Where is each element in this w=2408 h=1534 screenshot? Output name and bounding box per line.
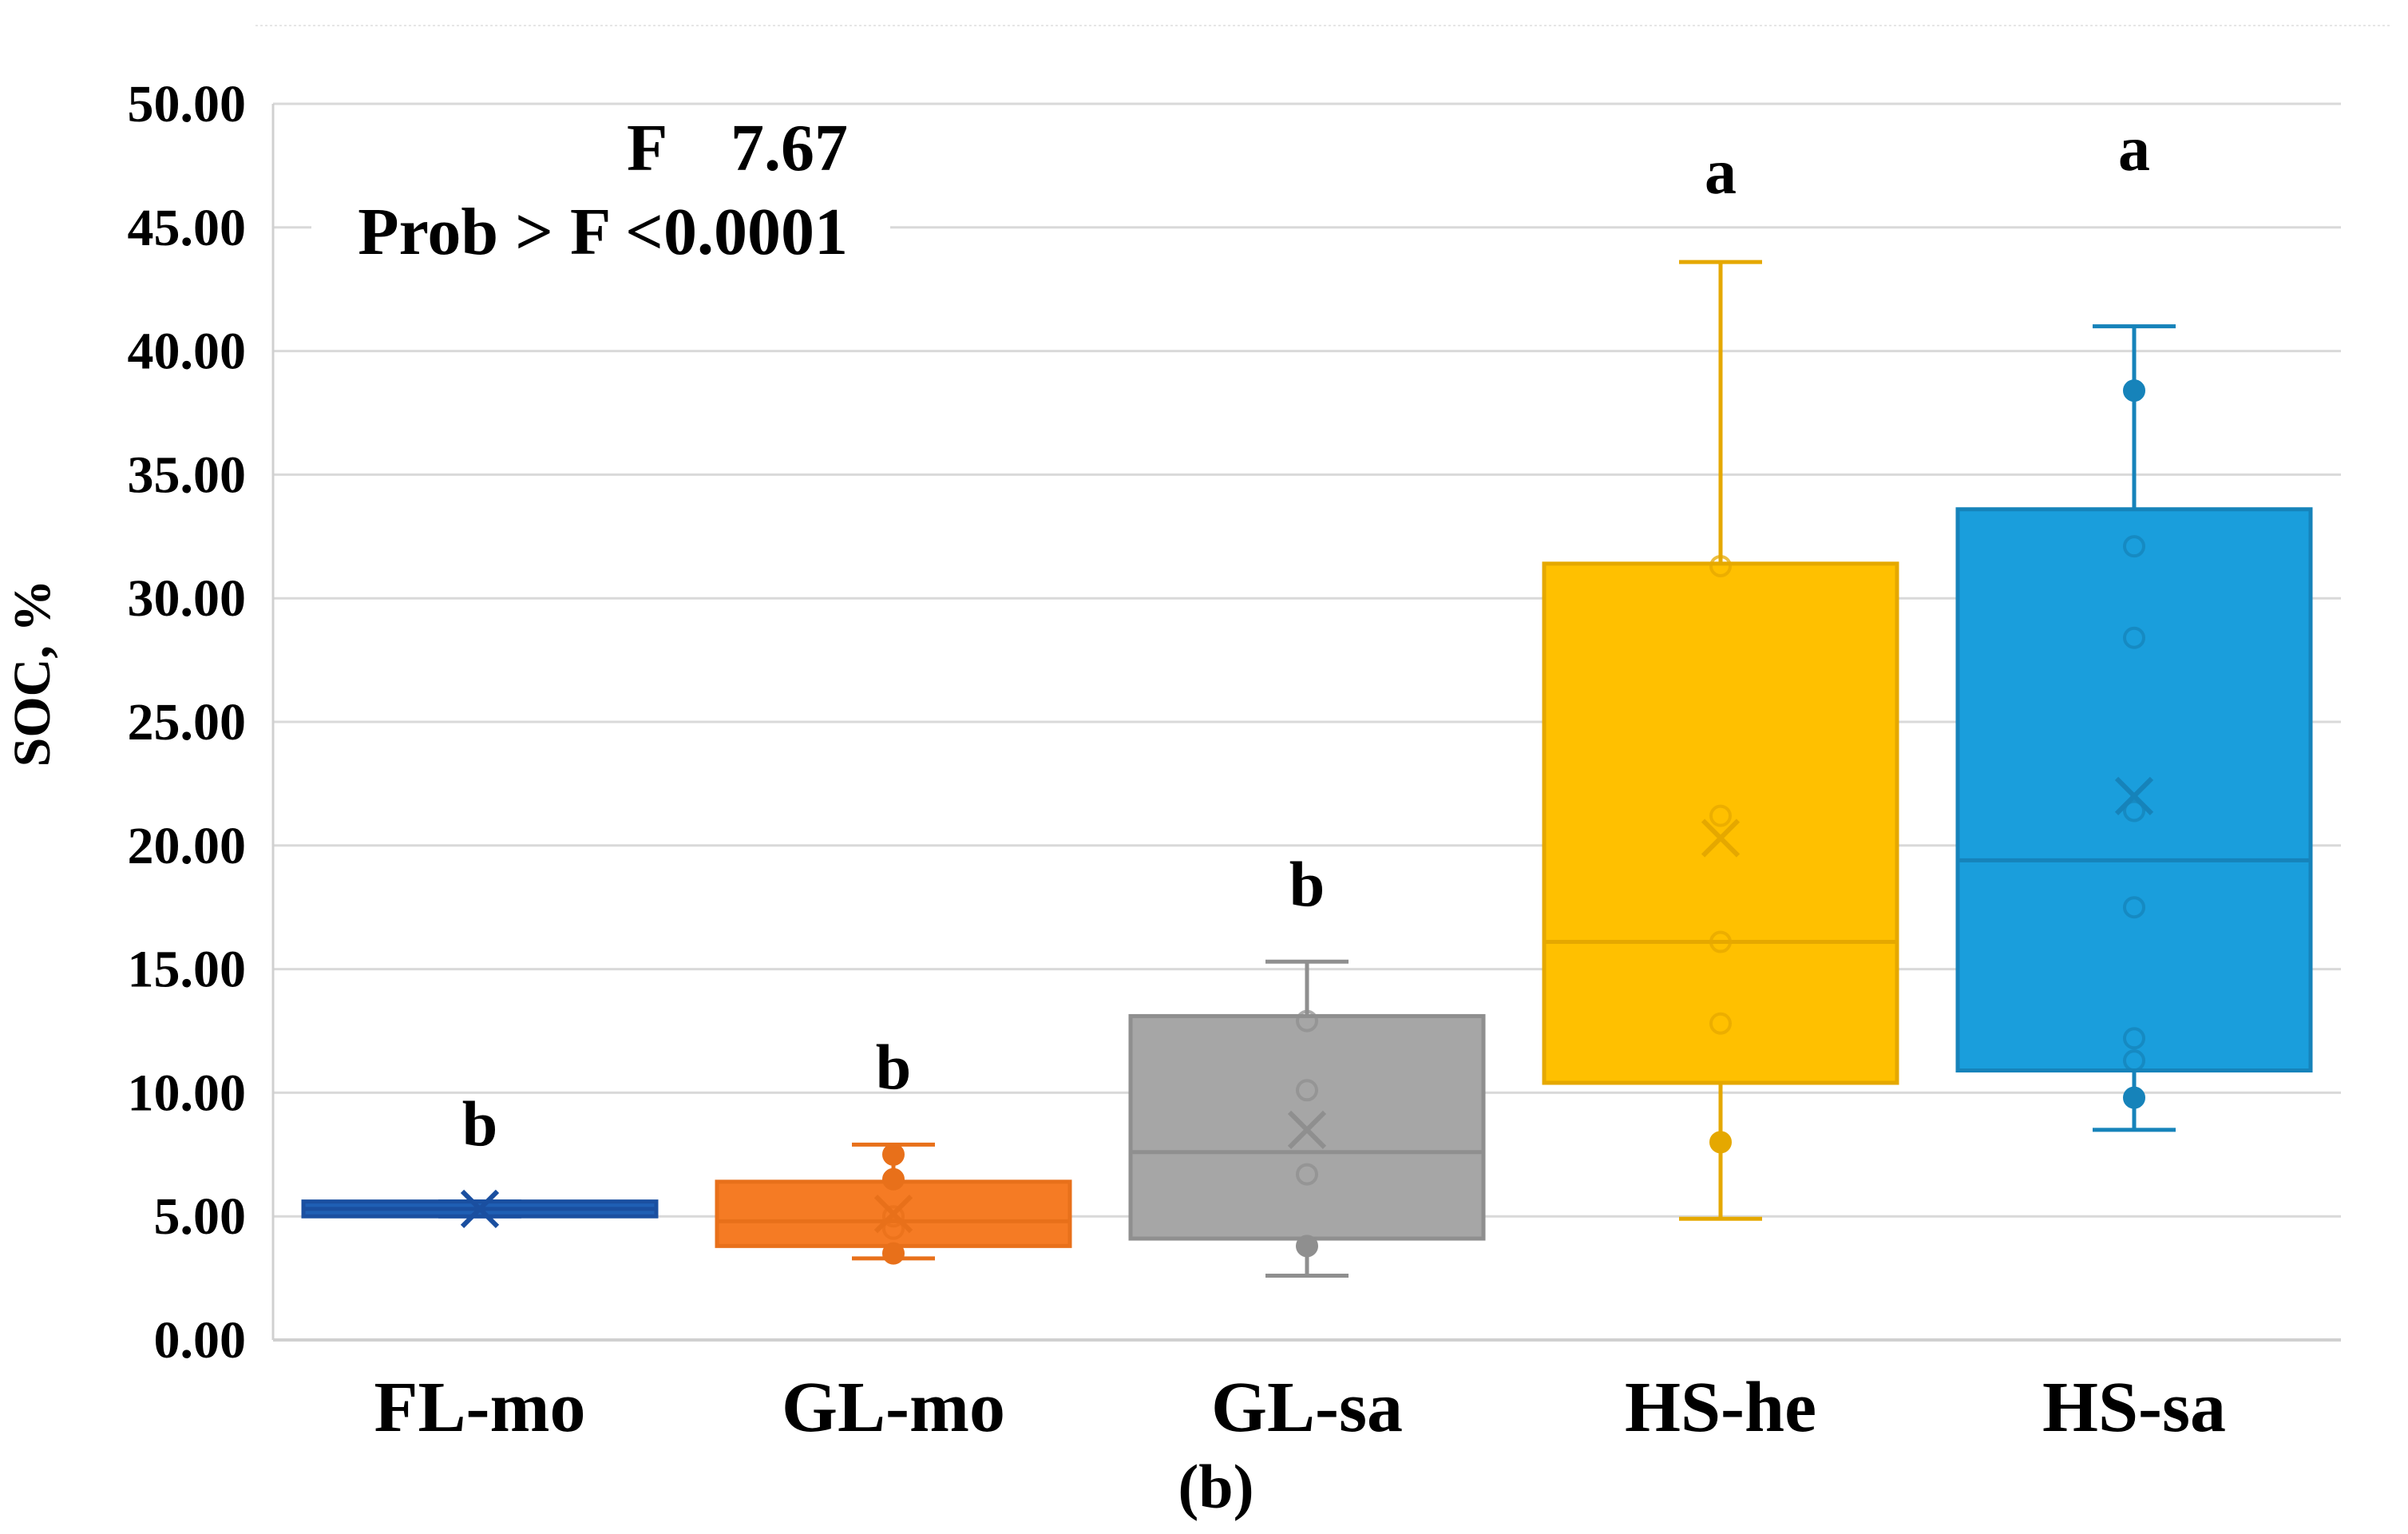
significance-letter: b [462,1090,498,1160]
box-group [301,1189,659,1229]
data-point [1709,1131,1732,1154]
y-tick-label: 25.00 [128,693,247,751]
data-point [2123,1027,2145,1050]
data-point [882,1143,905,1166]
y-tick-label: 10.00 [128,1064,247,1122]
data-point [2123,1049,2145,1072]
x-tick-label: HS-sa [2042,1368,2226,1447]
significance-letter: b [1289,850,1325,920]
panel-label: (b) [1178,1452,1254,1521]
data-point [882,1167,905,1191]
mean-marker-b [1287,1110,1327,1149]
y-axis-label: SOC, % [3,580,61,767]
mean-marker-b [873,1194,913,1234]
y-tick-label: 15.00 [128,941,247,999]
data-point [1296,1235,1318,1258]
x-tick-label: HS-he [1625,1368,1816,1447]
data-point [882,1242,905,1265]
y-tick-label: 45.00 [128,199,247,257]
significance-letter: b [876,1033,912,1103]
data-point [2123,896,2145,919]
data-point [1709,1012,1732,1035]
x-tick-label: GL-mo [782,1368,1005,1447]
f-label: F [627,111,667,185]
data-point [2123,626,2145,649]
data-point [2123,379,2145,402]
f-value: 7.67 [731,111,848,185]
mean-marker-b [2114,776,2154,816]
y-tick-label: 0.00 [154,1311,247,1370]
data-point [882,1205,905,1228]
y-tick-label: 30.00 [128,569,247,628]
mean-marker-b [1701,819,1741,858]
box-iqr [1955,507,2313,1073]
data-point [1709,930,1732,953]
data-point [1709,804,1732,827]
data-point [2123,1086,2145,1109]
box-iqr [1542,561,1899,1085]
y-tick-label: 5.00 [154,1187,247,1246]
y-tick-label: 50.00 [128,75,247,133]
data-point [1296,1079,1318,1102]
y-tick-label: 35.00 [128,446,247,504]
text-layer: SOC, % (b) F 7.67 Prob > F <0.0001 0.00 5… [3,75,2226,1521]
box-group [1542,260,1899,1221]
box-group [1128,959,1486,1278]
data-point [2123,799,2145,822]
data-point [882,1217,905,1240]
data-point [2123,535,2145,558]
y-tick-label: 20.00 [128,817,247,875]
data-point [1709,554,1732,577]
mean-marker-b [460,1189,500,1229]
x-tick-label: GL-sa [1211,1368,1403,1447]
data-point [1296,1009,1318,1033]
significance-letter: a [2118,114,2150,184]
y-tick-label: 40.00 [128,323,247,381]
box-layer [301,260,2313,1278]
x-tick-label: FL-mo [374,1368,586,1447]
significance-letter: a [1705,137,1737,208]
prob-text: Prob > F <0.0001 [358,195,848,269]
box-group [1955,324,2313,1132]
box-group [715,1142,1072,1265]
data-point [1296,1163,1318,1186]
